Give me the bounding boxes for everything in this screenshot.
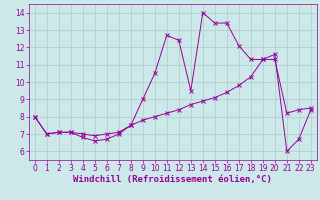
X-axis label: Windchill (Refroidissement éolien,°C): Windchill (Refroidissement éolien,°C) bbox=[73, 175, 272, 184]
